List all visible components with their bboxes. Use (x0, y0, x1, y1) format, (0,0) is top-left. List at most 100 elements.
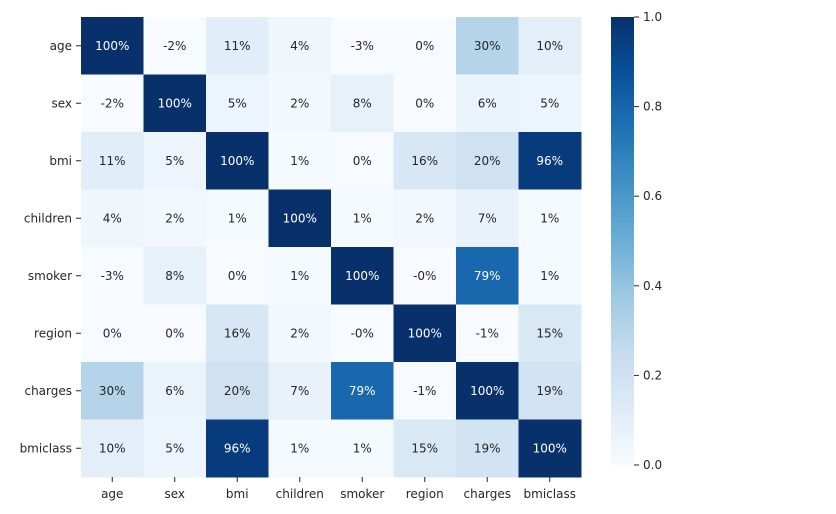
y-tick-label-bmiclass: bmiclass (20, 441, 72, 455)
cell-label-region-region: 100% (408, 326, 442, 340)
y-tick-label-bmi: bmi (49, 154, 72, 168)
heatmap-cell-bmiclass-region (393, 419, 457, 478)
cell-label-bmi-bmiclass: 96% (536, 154, 563, 168)
heatmap-cell-bmiclass-children (268, 419, 332, 478)
heatmap-cell-bmiclass-smoker (331, 419, 394, 478)
heatmap-cell-smoker-charges (456, 247, 519, 305)
y-tick-label-region: region (34, 326, 72, 340)
heatmap-cell-region-smoker (331, 304, 394, 363)
heatmap-cell-bmi-bmi (206, 132, 269, 190)
heatmap-cell-smoker-region (393, 247, 457, 305)
cell-label-region-children: 2% (290, 326, 309, 340)
cell-label-smoker-children: 1% (290, 269, 309, 283)
y-tick-label-smoker: smoker (28, 269, 72, 283)
colorbar-tick-label: 1.0 (643, 10, 662, 24)
heatmap-cell-bmi-sex (143, 132, 207, 190)
heatmap-cell-age-smoker (331, 17, 394, 75)
heatmap-cell-age-charges (456, 17, 519, 75)
heatmap-cell-children-region (393, 189, 457, 248)
heatmap-cell-children-age (81, 189, 144, 248)
heatmap-cell-charges-children (268, 362, 332, 420)
y-tick-label-children: children (24, 211, 72, 225)
cell-label-bmi-smoker: 0% (353, 154, 372, 168)
cell-label-region-bmi: 16% (224, 326, 251, 340)
cell-label-smoker-charges: 79% (474, 269, 501, 283)
y-tick-label-charges: charges (24, 384, 72, 398)
heatmap-cell-age-age (81, 17, 144, 75)
heatmap-cell-charges-charges (456, 362, 519, 420)
colorbar-tick-label: 0.4 (643, 279, 662, 293)
cell-label-charges-region: -1% (413, 384, 436, 398)
cell-label-region-bmiclass: 15% (536, 326, 563, 340)
cell-label-sex-sex: 100% (158, 96, 192, 110)
heatmap-cell-sex-children (268, 74, 332, 133)
cell-label-children-bmi: 1% (228, 211, 247, 225)
y-tick-label-age: age (50, 39, 72, 53)
cell-label-bmiclass-bmiclass: 100% (533, 441, 567, 455)
heatmap-cell-sex-smoker (331, 74, 394, 133)
heatmap-cell-bmi-charges (456, 132, 519, 190)
cell-label-bmiclass-sex: 5% (165, 441, 184, 455)
x-tick-label-bmiclass: bmiclass (524, 487, 576, 501)
cell-label-region-age: 0% (103, 326, 122, 340)
cell-label-bmi-bmi: 100% (220, 154, 254, 168)
cell-label-children-region: 2% (415, 211, 434, 225)
heatmap-cell-children-bmiclass (518, 189, 582, 248)
heatmap-cell-charges-region (393, 362, 457, 420)
heatmap-cell-bmiclass-charges (456, 419, 519, 478)
cell-label-children-smoker: 1% (353, 211, 372, 225)
heatmap-cell-bmiclass-bmi (206, 419, 269, 478)
heatmap-cell-children-smoker (331, 189, 394, 248)
cell-label-sex-age: -2% (101, 96, 124, 110)
cell-label-age-sex: -2% (163, 39, 186, 53)
cell-label-charges-bmi: 20% (224, 384, 251, 398)
heatmap-cell-age-children (268, 17, 332, 75)
heatmap-cell-charges-smoker (331, 362, 394, 420)
cell-label-charges-smoker: 79% (349, 384, 376, 398)
heatmap-cell-bmiclass-bmiclass (518, 419, 582, 478)
x-tick-label-age: age (101, 487, 123, 501)
heatmap-cell-children-sex (143, 189, 207, 248)
cell-label-children-charges: 7% (478, 211, 497, 225)
heatmap-cell-charges-bmiclass (518, 362, 582, 420)
cell-label-bmiclass-bmi: 96% (224, 441, 251, 455)
heatmap-cell-labels: 100% -2% 11% 4% -3% 0% 30% 10% -2% 100% 5% 2% 8% 0% 6%… (95, 39, 567, 456)
cell-label-bmi-charges: 20% (474, 154, 501, 168)
heatmap-cell-children-bmi (206, 189, 269, 248)
heatmap-cell-region-charges (456, 304, 519, 363)
cell-label-smoker-bmiclass: 1% (540, 269, 559, 283)
cell-label-children-bmiclass: 1% (540, 211, 559, 225)
cell-label-bmiclass-smoker: 1% (353, 441, 372, 455)
x-tick-label-bmi: bmi (226, 487, 249, 501)
cell-label-region-smoker: -0% (351, 326, 374, 340)
heatmap-cell-smoker-sex (143, 247, 207, 305)
heatmap-cell-age-region (393, 17, 457, 75)
heatmap-cell-region-sex (143, 304, 207, 363)
cell-label-charges-bmiclass: 19% (536, 384, 563, 398)
cell-label-sex-smoker: 8% (353, 96, 372, 110)
cell-label-smoker-age: -3% (101, 269, 124, 283)
heatmap-cell-charges-age (81, 362, 144, 420)
cell-label-age-smoker: -3% (351, 39, 374, 53)
heatmap-cell-sex-region (393, 74, 457, 133)
heatmap-cell-bmi-smoker (331, 132, 394, 190)
cell-label-sex-region: 0% (415, 96, 434, 110)
heatmap-cell-region-region (393, 304, 457, 363)
cell-label-charges-children: 7% (290, 384, 309, 398)
cell-label-age-children: 4% (290, 39, 309, 53)
heatmap-cell-bmiclass-sex (143, 419, 207, 478)
heatmap-cell-bmi-children (268, 132, 332, 190)
heatmap-cell-region-children (268, 304, 332, 363)
cell-label-charges-age: 30% (99, 384, 126, 398)
cell-label-bmi-children: 1% (290, 154, 309, 168)
heatmap-cell-age-bmiclass (518, 17, 582, 75)
colorbar-gradient (611, 17, 634, 465)
cell-label-age-age: 100% (95, 39, 129, 53)
colorbar-tick-label: 0.8 (643, 100, 662, 114)
heatmap-cell-smoker-smoker (331, 247, 394, 305)
heatmap-cell-region-bmiclass (518, 304, 582, 363)
x-tick-label-smoker: smoker (340, 487, 384, 501)
colorbar: 0.0 0.2 0.4 0.6 0.8 1.0 (611, 10, 662, 472)
